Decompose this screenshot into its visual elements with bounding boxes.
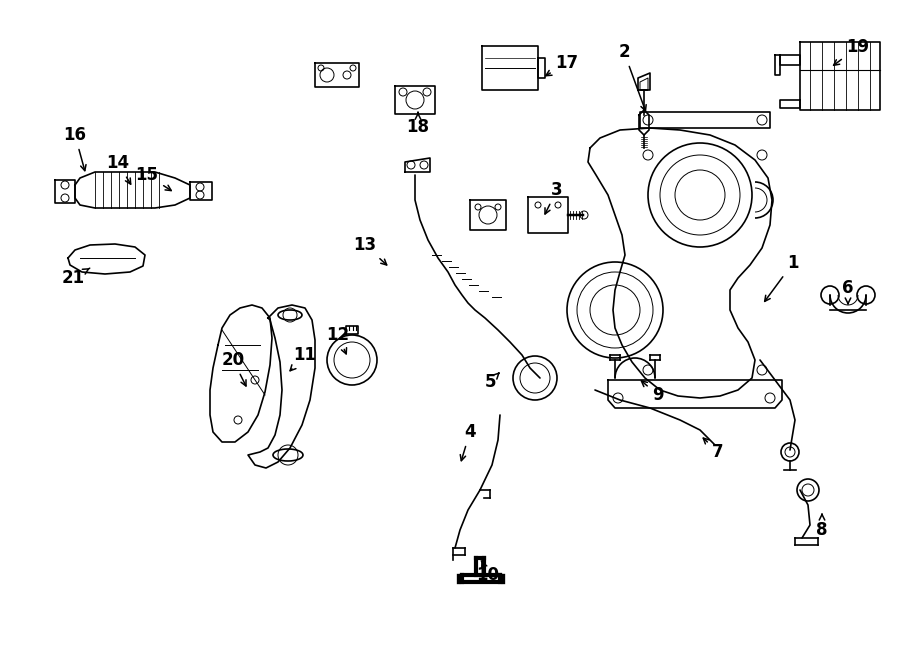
Polygon shape [395,86,435,114]
Text: 21: 21 [61,268,90,287]
Text: 15: 15 [136,166,171,190]
Text: 4: 4 [460,423,476,461]
Text: 2: 2 [618,43,646,111]
Polygon shape [538,58,545,78]
Polygon shape [800,42,880,110]
Text: 18: 18 [407,112,429,136]
Text: 13: 13 [354,236,387,265]
Polygon shape [405,158,430,172]
Text: 14: 14 [106,154,130,184]
Polygon shape [775,55,780,75]
Polygon shape [639,110,649,135]
Text: 1: 1 [765,254,799,301]
Polygon shape [75,172,190,208]
Text: 9: 9 [642,381,664,404]
Polygon shape [55,180,75,203]
Polygon shape [248,305,315,468]
Text: 17: 17 [545,54,579,76]
Text: 7: 7 [703,438,724,461]
Polygon shape [780,55,800,65]
Polygon shape [482,46,538,90]
Text: 12: 12 [327,326,349,354]
Text: 3: 3 [545,181,562,214]
Text: 11: 11 [290,346,317,371]
Polygon shape [68,244,145,274]
Text: 6: 6 [842,279,854,303]
Polygon shape [190,182,212,200]
Polygon shape [315,63,359,87]
Text: 10: 10 [476,561,500,584]
Polygon shape [470,200,506,230]
Polygon shape [588,128,772,398]
Polygon shape [210,305,272,442]
Polygon shape [638,73,650,90]
Polygon shape [528,197,568,233]
Polygon shape [346,326,358,334]
Text: 20: 20 [221,351,246,386]
Text: 16: 16 [64,126,86,171]
Text: 5: 5 [484,373,499,391]
Text: 19: 19 [833,38,869,65]
Text: 8: 8 [816,514,828,539]
Polygon shape [780,100,800,108]
